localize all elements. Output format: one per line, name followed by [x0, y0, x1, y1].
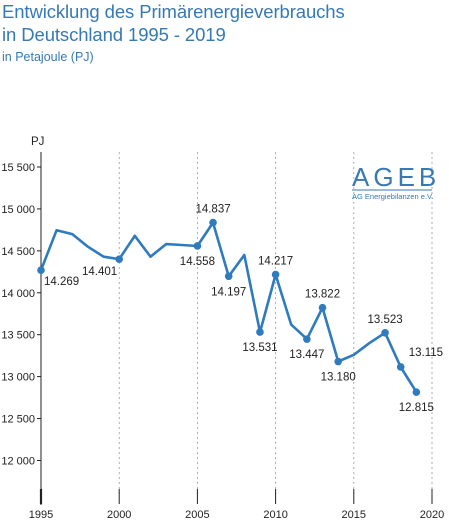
x-tick-label: 2005 [185, 509, 209, 521]
data-label-2010: 14.217 [258, 256, 293, 268]
data-label-2007: 14.197 [211, 286, 246, 298]
x-tick-label: 2015 [342, 509, 366, 521]
data-label-2017: 13.523 [367, 314, 402, 326]
data-marker-2017 [381, 328, 389, 337]
data-marker-2019 [412, 388, 421, 396]
data-label-1995: 14.269 [44, 276, 79, 288]
data-label-2013: 13.822 [305, 289, 340, 301]
data-markers [37, 218, 421, 396]
logo-text: AGEB [352, 162, 440, 192]
data-label-2014: 13.180 [321, 372, 356, 384]
y-tick-label: 12 000 [1, 455, 35, 467]
data-marker-2013 [318, 303, 327, 312]
data-label-2000: 14.401 [82, 266, 117, 278]
data-marker-2018 [396, 363, 405, 371]
data-label-2012: 13.447 [289, 349, 324, 361]
logo-tagline: AG Energiebilanzen e.V. [352, 192, 433, 201]
x-tick-label: 2000 [107, 509, 131, 521]
chart-subtitle: in Petajoule (PJ) [2, 50, 94, 64]
data-marker-2000 [115, 255, 123, 263]
data-label-2019: 12.815 [399, 402, 434, 414]
y-axis-label: PJ [31, 136, 44, 148]
data-marker-2005 [193, 242, 202, 250]
data-marker-2010 [271, 270, 280, 279]
x-axis-ticks: 1995 2000 2005 2010 2015 2020 [29, 489, 444, 521]
y-tick-label: 13 000 [1, 372, 35, 384]
data-label-2018: 13.115 [409, 347, 443, 359]
x-tick-label: 2010 [263, 509, 287, 521]
y-tick-label: 14 500 [1, 246, 35, 258]
y-axis-ticks: 12 000 12 500 13 000 13 500 14 000 14 500 15 0… [1, 162, 41, 467]
x-tick-label: 1995 [29, 509, 53, 521]
y-tick-label: 12 500 [1, 414, 35, 426]
data-label-2009: 13.531 [242, 342, 277, 354]
data-label-2005: 14.558 [180, 256, 215, 268]
data-marker-2007 [224, 272, 233, 281]
y-tick-label: 15 000 [1, 204, 35, 216]
data-marker-2006 [209, 218, 217, 227]
x-tick-label: 2020 [420, 509, 444, 521]
y-tick-label: 15 500 [1, 162, 35, 174]
data-marker-2009 [256, 328, 264, 336]
grid-lines [118, 152, 433, 495]
data-marker-2012 [303, 335, 311, 343]
data-marker-1995 [37, 266, 45, 275]
series-line [39, 221, 418, 393]
y-tick-label: 14 000 [1, 288, 35, 300]
y-tick-label: 13 500 [1, 330, 35, 342]
ageb-logo: AGEB AG Energiebilanzen e.V. [352, 162, 440, 201]
data-label-2006: 14.837 [195, 204, 230, 216]
title-line-2: in Deutschland 1995 - 2019 [2, 24, 226, 45]
data-marker-2014 [334, 357, 342, 366]
title-line-1: Entwicklung des Primärenergieverbrauchs [2, 1, 345, 22]
chart-title: Entwicklung des Primärenergieverbrauchs i… [2, 0, 345, 46]
